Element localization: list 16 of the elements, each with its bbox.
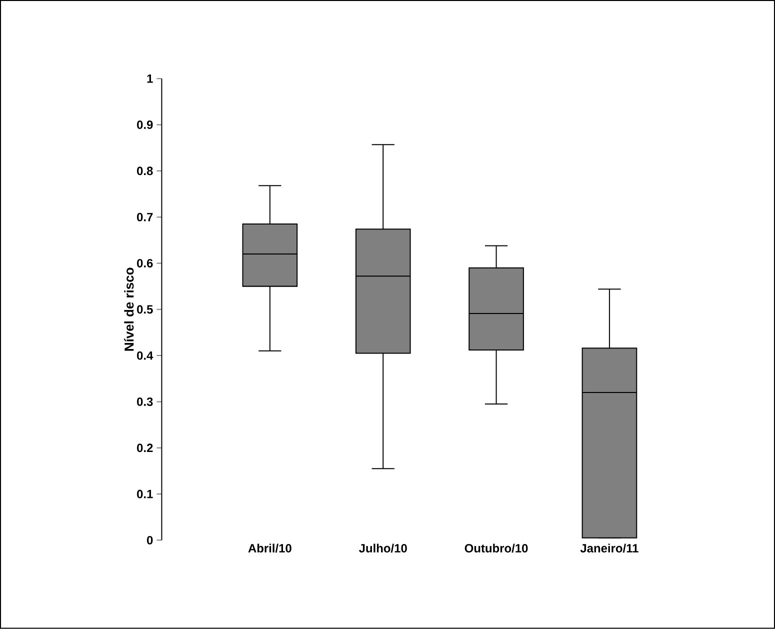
y-tick-label: 0.6 [137, 259, 153, 268]
y-tick-label: 0 [146, 536, 153, 545]
y-tick-label: 0.7 [137, 212, 153, 222]
y-tick-label: 0.8 [137, 166, 153, 176]
y-tick-label: 0.3 [137, 398, 153, 406]
y-tick-label: 0.4 [137, 351, 154, 360]
y-tick-label: 0.1 [137, 490, 153, 498]
y-tick-label: 0.2 [137, 444, 153, 452]
y-tick-label: 1 [147, 74, 153, 83]
x-tick-label: Julho/10 [359, 544, 407, 553]
x-tick-label: Janeiro/11 [580, 544, 638, 553]
x-tick-label: Abril/10 [248, 544, 292, 553]
y-tick-label: 0.5 [137, 305, 153, 314]
y-tick-label: 0.9 [137, 120, 153, 130]
y-axis-title: Nível de risco [124, 268, 134, 351]
x-tick-label: Outubro/10 [464, 544, 528, 553]
